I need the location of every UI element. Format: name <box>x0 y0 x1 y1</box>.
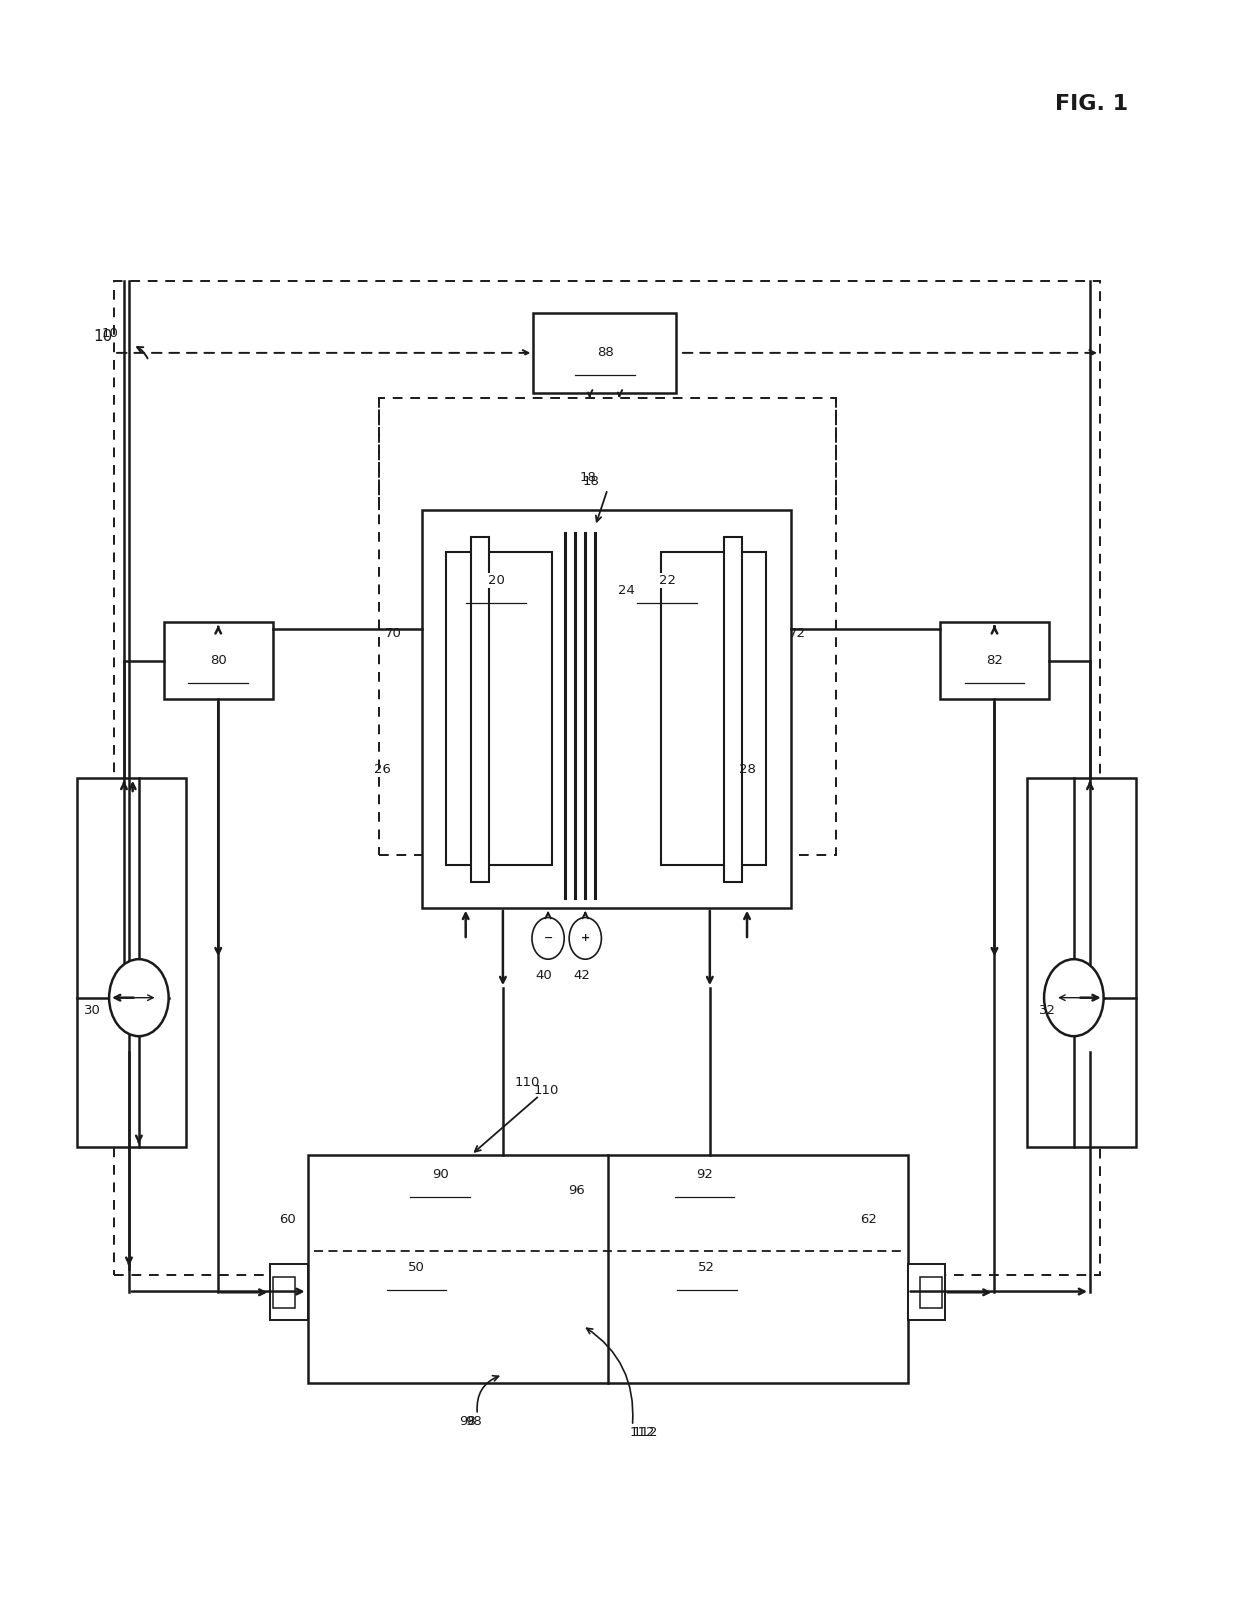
Bar <box>446 552 552 865</box>
Text: 92: 92 <box>696 1168 713 1181</box>
Text: 28: 28 <box>739 764 756 776</box>
Text: 52: 52 <box>698 1261 715 1274</box>
Text: 110: 110 <box>533 1084 558 1097</box>
Bar <box>471 537 489 882</box>
Bar <box>114 281 1100 1275</box>
Text: 98: 98 <box>465 1415 482 1428</box>
Bar <box>77 778 186 1147</box>
Bar <box>940 622 1049 699</box>
Bar <box>273 1277 295 1307</box>
Text: 70: 70 <box>384 627 402 640</box>
Text: +: + <box>580 934 590 943</box>
Bar <box>308 1155 908 1383</box>
Text: 50: 50 <box>408 1261 425 1274</box>
Text: 112: 112 <box>632 1426 658 1439</box>
Text: 20: 20 <box>487 574 505 587</box>
Text: 90: 90 <box>432 1168 449 1181</box>
Bar <box>533 313 676 393</box>
Bar <box>270 1264 308 1320</box>
Text: 24: 24 <box>618 584 635 597</box>
Circle shape <box>109 959 169 1036</box>
Bar <box>164 622 273 699</box>
Text: 18: 18 <box>583 475 600 488</box>
Text: 30: 30 <box>84 1004 102 1017</box>
Circle shape <box>569 917 601 959</box>
Circle shape <box>532 917 564 959</box>
Text: 42: 42 <box>573 969 590 982</box>
Text: 26: 26 <box>374 764 392 776</box>
Text: 18: 18 <box>579 472 596 484</box>
Text: 96: 96 <box>568 1184 585 1197</box>
Text: 98: 98 <box>459 1415 476 1428</box>
Bar <box>920 1277 942 1307</box>
Text: 72: 72 <box>789 627 806 640</box>
Text: 32: 32 <box>1039 1004 1056 1017</box>
Text: 80: 80 <box>210 654 227 667</box>
Circle shape <box>1044 959 1104 1036</box>
Text: −: − <box>543 934 553 943</box>
Text: 62: 62 <box>861 1213 878 1225</box>
Text: 88: 88 <box>596 346 614 359</box>
Text: 110: 110 <box>515 1076 539 1089</box>
Bar <box>422 510 791 908</box>
Text: 112: 112 <box>630 1426 656 1439</box>
Text: 10: 10 <box>102 327 119 340</box>
Text: 22: 22 <box>658 574 676 587</box>
Bar <box>908 1264 945 1320</box>
Text: 82: 82 <box>986 654 1003 667</box>
Text: 40: 40 <box>536 969 553 982</box>
Text: 10: 10 <box>93 329 113 345</box>
Bar <box>661 552 766 865</box>
Bar <box>724 537 742 882</box>
Bar <box>1027 778 1136 1147</box>
Text: FIG. 1: FIG. 1 <box>1055 95 1127 114</box>
Text: 60: 60 <box>279 1213 296 1225</box>
Bar <box>379 398 836 855</box>
